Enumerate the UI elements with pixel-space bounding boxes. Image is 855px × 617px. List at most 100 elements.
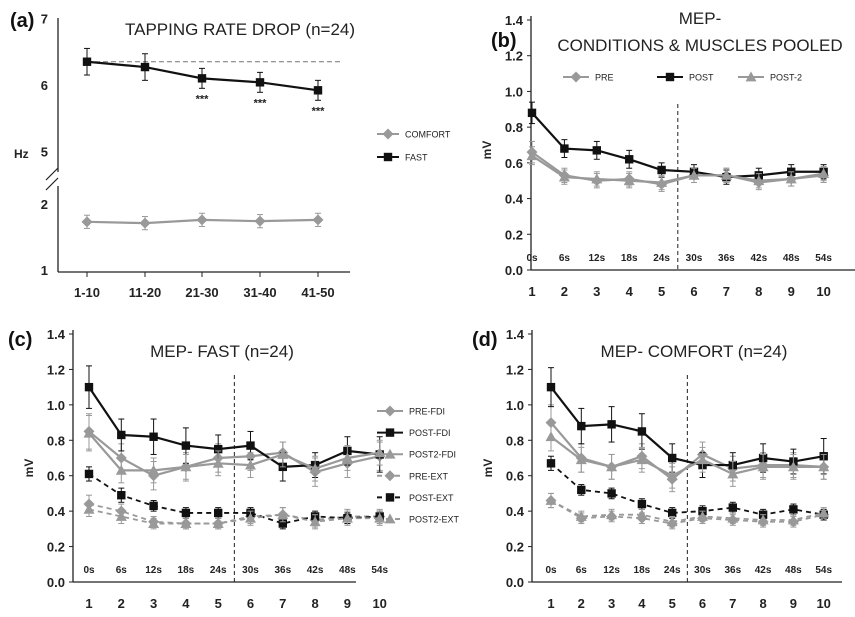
series-d-1-point bbox=[546, 382, 556, 392]
x-tick-label-d: 7 bbox=[729, 596, 736, 611]
x-tick-label-d: 6 bbox=[699, 596, 706, 611]
y-axis-label-b: mV bbox=[480, 141, 494, 160]
series-d-5-point bbox=[545, 495, 557, 505]
x-tick-label-c: 1 bbox=[85, 596, 92, 611]
series-c-5-point bbox=[245, 512, 256, 523]
x-tick-label-d: 10 bbox=[816, 596, 830, 611]
legend-c-4-marker bbox=[385, 493, 395, 502]
series-a-1-point bbox=[197, 74, 207, 83]
time-label-d: 24s bbox=[664, 565, 681, 576]
series-d-4-point bbox=[728, 503, 737, 512]
series-d-2-point bbox=[787, 461, 799, 472]
series-c-5-point bbox=[212, 518, 224, 528]
series-a-0-point bbox=[312, 214, 324, 226]
y-tick-label-d: 1.4 bbox=[506, 327, 525, 342]
time-label-c: 12s bbox=[145, 565, 162, 576]
series-c-5-point bbox=[277, 509, 289, 520]
time-label-b: 18s bbox=[621, 253, 638, 264]
series-c-2-point bbox=[245, 459, 256, 470]
series-d-2-line bbox=[550, 435, 824, 477]
series-d-5-point bbox=[575, 510, 587, 521]
series-d-1-point bbox=[668, 453, 677, 463]
y-axis-label-a: Hz bbox=[14, 147, 29, 161]
chart-title-b: CONDITIONS & MUSCLES POOLED bbox=[557, 36, 842, 55]
series-d-5-point bbox=[666, 516, 678, 527]
series-c-4-point bbox=[117, 491, 126, 500]
series-c-4-point bbox=[214, 508, 223, 518]
y-tick-label-c: 1.4 bbox=[47, 327, 66, 342]
chart-title-b: MEP- bbox=[679, 9, 722, 28]
series-d-4-point bbox=[607, 489, 616, 498]
time-label-d: 12s bbox=[603, 565, 620, 576]
series-b-2-point bbox=[818, 168, 830, 178]
series-d-5-line bbox=[550, 499, 824, 523]
y-tick-label-a: 1 bbox=[41, 263, 48, 278]
series-b-2-point bbox=[753, 175, 765, 186]
y-tick-label-b: 1.4 bbox=[505, 13, 524, 28]
legend-a-comfort-label: COMFORT bbox=[405, 130, 451, 140]
series-b-1-point bbox=[592, 146, 601, 155]
x-tick-label-c: 10 bbox=[372, 596, 386, 611]
legend-c-2-marker bbox=[384, 448, 396, 459]
series-c-5-point bbox=[180, 518, 192, 528]
series-c-4-line bbox=[88, 473, 380, 525]
time-label-d: 36s bbox=[724, 565, 741, 576]
legend-b-1-marker bbox=[665, 72, 675, 82]
series-c-4-point bbox=[149, 501, 158, 511]
x-tick-label-d: 3 bbox=[608, 596, 615, 611]
time-label-b: 0s bbox=[526, 253, 538, 264]
x-tick-label-a: 21-30 bbox=[185, 285, 218, 300]
axis-break-mark bbox=[45, 167, 59, 181]
time-label-c: 36s bbox=[274, 565, 291, 576]
chart-title-c: MEP- FAST (n=24) bbox=[150, 342, 294, 361]
series-d-2-point bbox=[757, 461, 769, 472]
series-c-1-line bbox=[88, 386, 380, 468]
time-label-d: 18s bbox=[634, 565, 651, 576]
time-label-c: 48s bbox=[339, 565, 356, 576]
series-d-1-point bbox=[637, 427, 647, 436]
y-tick-label-b: 0.8 bbox=[505, 120, 523, 135]
x-tick-label-c: 2 bbox=[118, 596, 125, 611]
y-tick-label-a: 7 bbox=[41, 12, 48, 27]
series-c-2-point bbox=[309, 463, 321, 474]
series-b-2-point bbox=[688, 169, 700, 180]
panel-label-a: (a) bbox=[10, 10, 34, 32]
series-d-2-point bbox=[575, 454, 587, 465]
series-d-2-point bbox=[727, 468, 739, 479]
series-d-2-point bbox=[545, 431, 557, 442]
time-label-b: 42s bbox=[750, 253, 767, 264]
x-tick-label-b: 10 bbox=[816, 284, 830, 299]
y-tick-label-d: 0.2 bbox=[506, 540, 524, 555]
series-a-1-point bbox=[82, 57, 92, 66]
y-tick-label-b: 0.2 bbox=[505, 227, 523, 242]
series-c-5-point bbox=[341, 512, 353, 523]
series-b-1-point bbox=[527, 108, 537, 118]
series-d-5-point bbox=[606, 509, 618, 520]
legend-c-0-label: PRE-FDI bbox=[409, 407, 445, 417]
y-tick-label-c: 0.2 bbox=[47, 540, 65, 555]
series-a-1-point bbox=[255, 78, 265, 87]
y-tick-label-a: 2 bbox=[41, 197, 48, 212]
legend-b-2-marker bbox=[745, 71, 757, 82]
series-d-5-point bbox=[757, 514, 769, 525]
series-d-2-point bbox=[818, 461, 830, 472]
time-label-b: 54s bbox=[815, 253, 832, 264]
y-tick-label-d: 1.2 bbox=[506, 362, 524, 377]
x-tick-label-a: 31-40 bbox=[243, 285, 276, 300]
series-a-0-point bbox=[196, 214, 208, 226]
x-tick-label-d: 4 bbox=[638, 596, 646, 611]
x-tick-label-c: 5 bbox=[215, 596, 222, 611]
y-tick-label-c: 0.8 bbox=[47, 433, 65, 448]
panel-c: (c) MEP- FAST (n=24) 0.0 0.2 0.4 0.6 0.8 1.0 1.2… bbox=[8, 327, 460, 611]
y-tick-label-d: 0.0 bbox=[506, 575, 524, 590]
legend-c-5-marker bbox=[384, 513, 396, 524]
time-label-d: 54s bbox=[815, 565, 832, 576]
panel-label-b: (b) bbox=[491, 30, 517, 52]
series-c-2-point bbox=[115, 464, 127, 475]
time-label-b: 36s bbox=[718, 253, 735, 264]
significance-marker: *** bbox=[312, 105, 326, 117]
x-tick-label-c: 4 bbox=[182, 596, 190, 611]
series-c-1-point bbox=[84, 382, 94, 392]
series-a-0-point bbox=[81, 216, 93, 228]
